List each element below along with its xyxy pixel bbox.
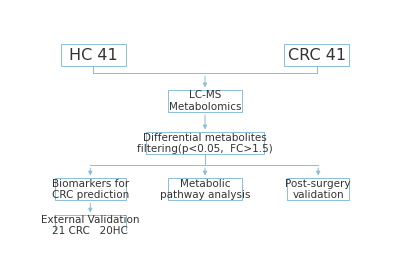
Text: Biomarkers for
CRC prediction: Biomarkers for CRC prediction <box>52 179 129 200</box>
Text: Metabolic
pathway analysis: Metabolic pathway analysis <box>160 179 250 200</box>
Text: HC 41: HC 41 <box>69 48 118 63</box>
FancyBboxPatch shape <box>55 215 126 235</box>
FancyBboxPatch shape <box>168 178 242 200</box>
Text: Post-surgery
validation: Post-surgery validation <box>285 179 351 200</box>
FancyBboxPatch shape <box>284 44 349 66</box>
FancyBboxPatch shape <box>55 178 126 200</box>
Text: External Validation
21 CRC   20HC: External Validation 21 CRC 20HC <box>41 214 140 236</box>
Text: Differential metabolites
filtering(p<0.05,  FC>1.5): Differential metabolites filtering(p<0.0… <box>137 133 273 154</box>
FancyBboxPatch shape <box>146 132 264 154</box>
FancyBboxPatch shape <box>168 90 242 112</box>
Text: LC-MS
Metabolomics: LC-MS Metabolomics <box>169 90 241 112</box>
FancyBboxPatch shape <box>61 44 126 66</box>
FancyBboxPatch shape <box>287 178 349 200</box>
Text: CRC 41: CRC 41 <box>288 48 346 63</box>
